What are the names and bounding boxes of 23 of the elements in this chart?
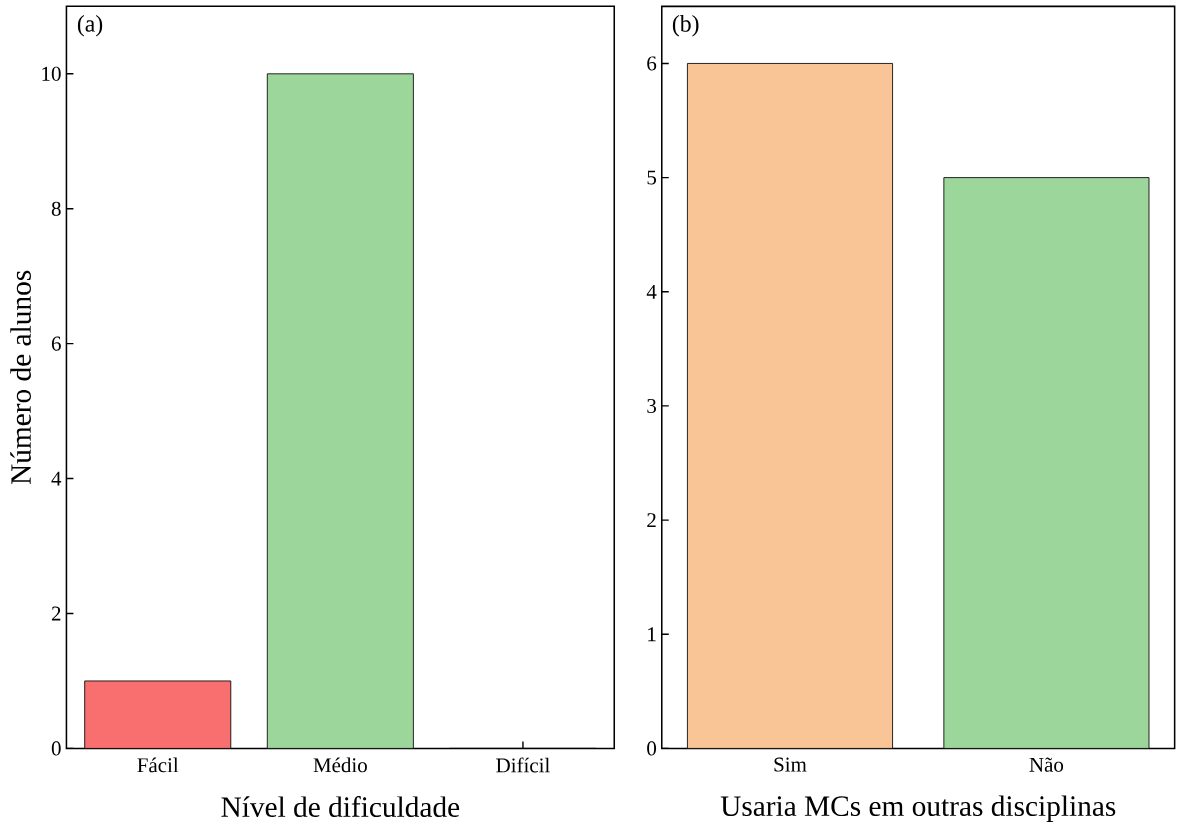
y-tick-label: 3 <box>647 398 657 413</box>
y-tick-label: 4 <box>51 471 62 486</box>
y-tick-label: 2 <box>647 513 656 527</box>
x-axis-title: Usaria MCs em outras disciplinas <box>720 795 1116 822</box>
y-axis-title: Número de alunos <box>10 270 31 484</box>
y-tick-label: 1 <box>648 627 656 642</box>
y-tick-label: 0 <box>647 741 657 756</box>
y-tick-label: 6 <box>647 56 657 71</box>
y-tick-label: 2 <box>51 606 61 621</box>
x-tick-label: Médio <box>313 757 367 773</box>
x-tick-label: Difícil <box>496 757 550 773</box>
annotation: (b) <box>672 14 699 37</box>
x-tick-label: Não <box>1029 757 1064 772</box>
x-axis-title: Nível de dificuldade <box>221 795 460 817</box>
y-tick-label: 0 <box>51 741 61 756</box>
annotation: (a) <box>77 14 103 37</box>
y-tick-label: 8 <box>51 201 61 216</box>
y-tick-label: 6 <box>51 336 61 351</box>
x-tick-label: Fácil <box>137 757 179 773</box>
y-tick-label: 4 <box>646 284 657 299</box>
y-tick-label: 5 <box>647 170 657 185</box>
y-tick-label: 10 <box>42 66 61 81</box>
x-tick-label: Sim <box>774 757 807 772</box>
